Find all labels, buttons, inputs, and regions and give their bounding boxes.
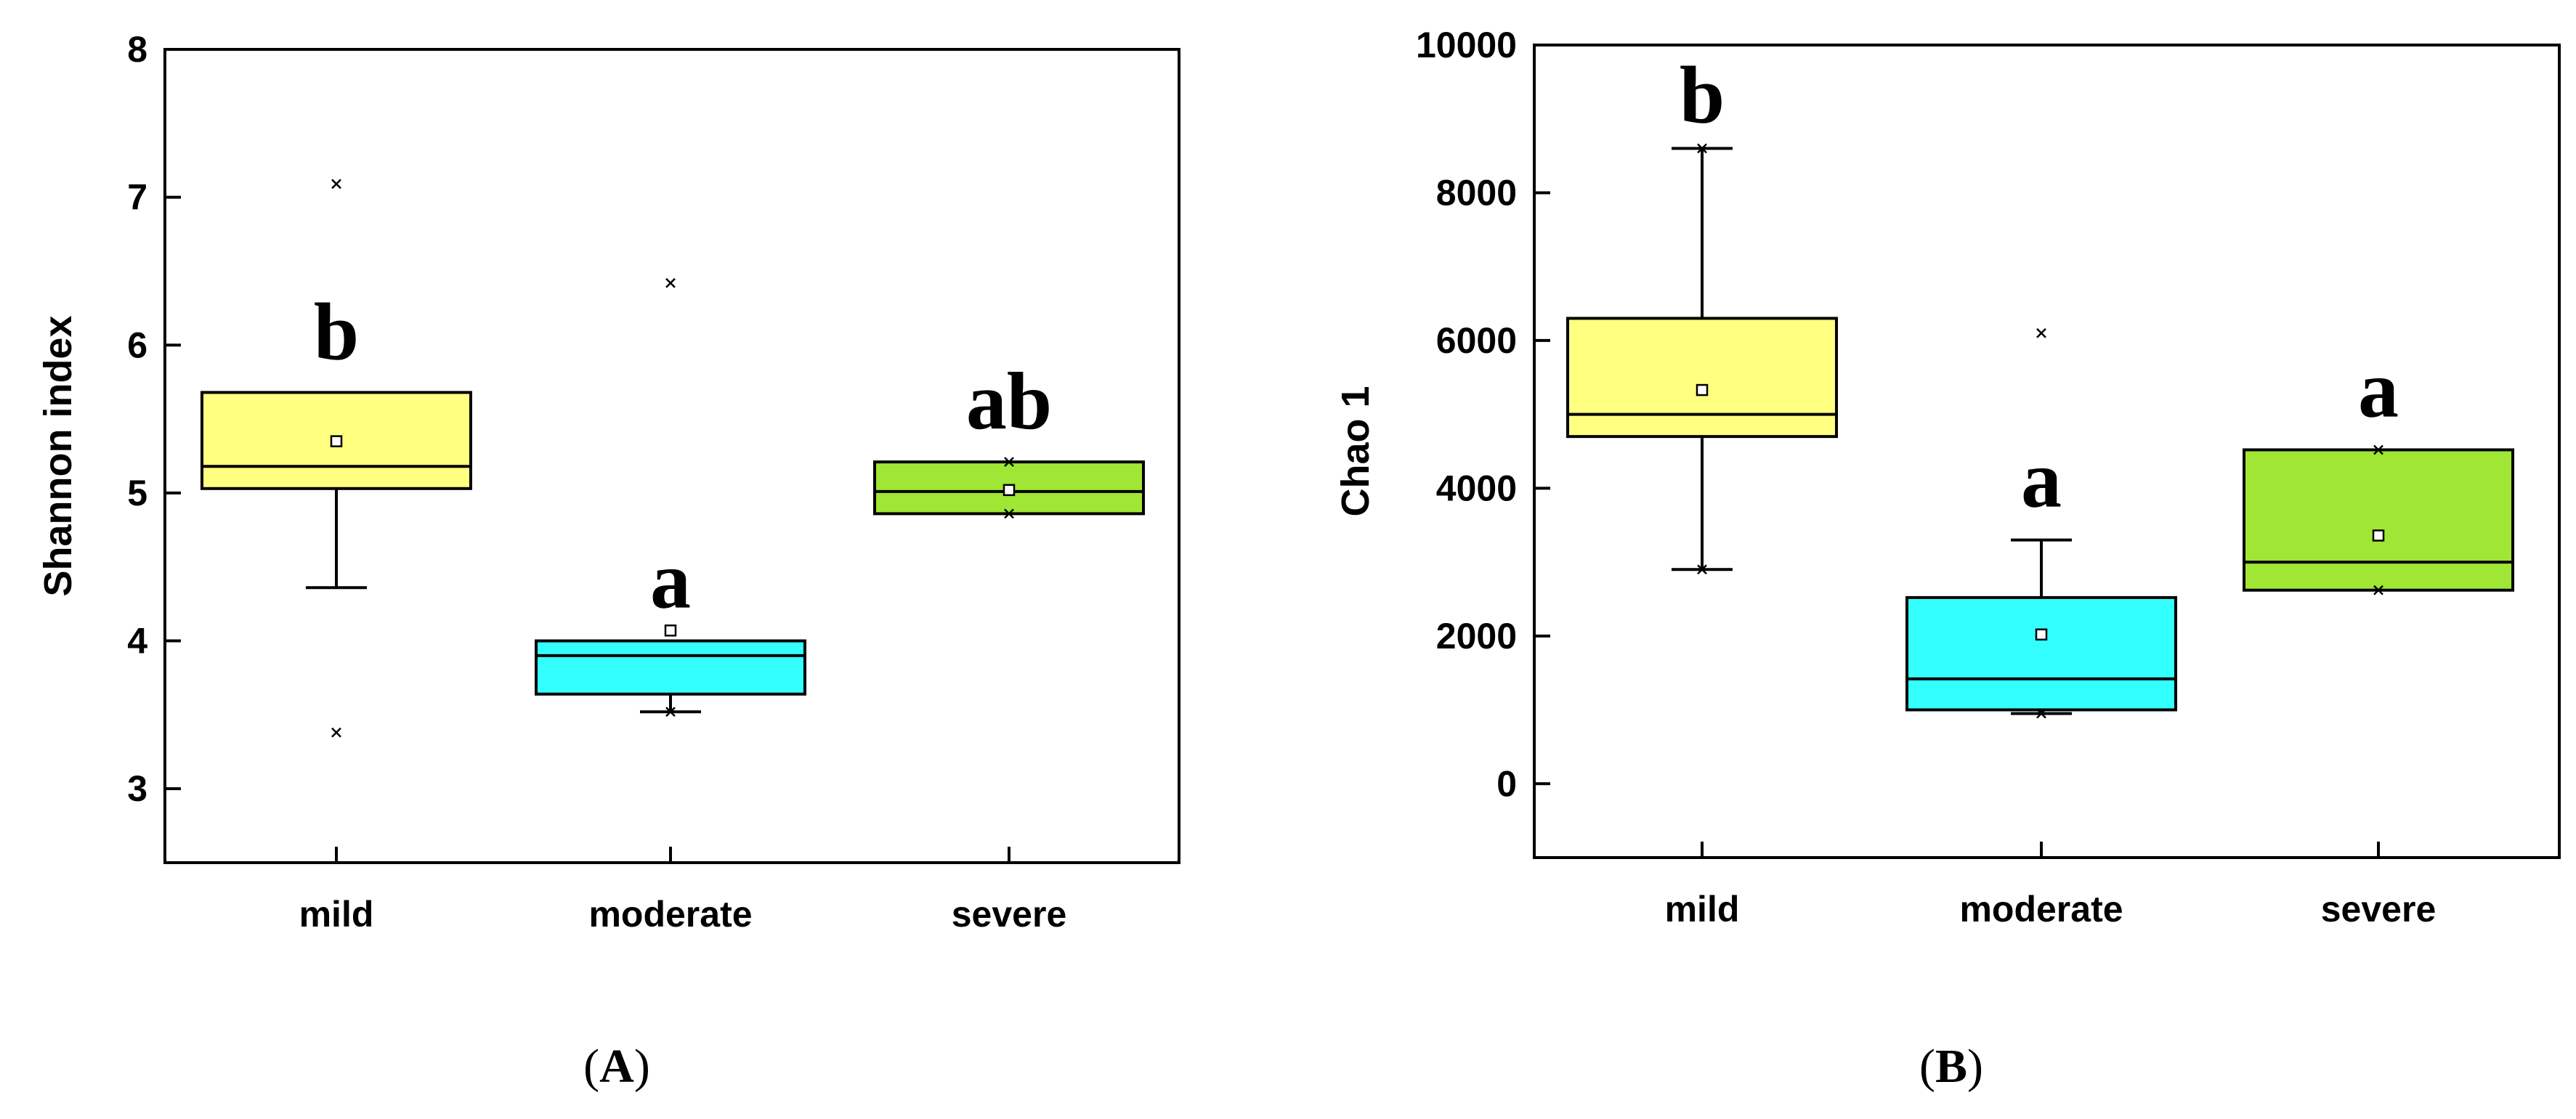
y-tick-label: 0 [1496,763,1517,804]
mean-marker [2035,628,2048,641]
extreme-marker [665,707,676,717]
y-tick-label: 7 [127,177,147,218]
mean-marker [664,624,677,637]
outlier-marker [331,727,341,738]
x-tick-label: severe [2321,889,2437,929]
extreme-marker [2373,585,2383,595]
y-tick-label: 8 [127,29,147,70]
plot-frame [1533,44,2561,859]
y-tick-label: 6 [127,325,147,365]
significance-letter: a [2021,435,2062,525]
significance-letter: ab [966,357,1052,447]
extreme-marker [1697,564,1707,575]
panel-label-letter: B [1935,1040,1967,1093]
significance-letter: a [2358,344,2399,434]
x-tick-label: moderate [1959,889,2123,929]
panel-label: (B) [1919,1040,1983,1093]
significance-letter: b [1680,50,1725,140]
outlier-marker [331,179,341,190]
y-tick-label: 4 [127,621,147,662]
panel-label-open-paren: ( [583,1040,599,1093]
x-tick-label: severe [952,894,1067,935]
panel-label-letter: A [599,1040,634,1093]
box-body [2243,448,2514,592]
extreme-marker [2373,444,2383,455]
mean-marker [330,435,343,447]
panel-label: (A) [583,1040,650,1093]
box-body [1905,595,2177,712]
panel-label-close-paren: ) [634,1040,650,1093]
panel-label-open-paren: ( [1919,1040,1935,1093]
panel-label-close-paren: ) [1967,1040,1983,1093]
box-moderate: a [1905,327,2177,719]
significance-letter: b [314,287,359,377]
y-axis-title: Shannon index [36,315,80,596]
outlier-marker [2036,327,2046,338]
y-tick-label: 10000 [1416,25,1517,65]
box-body [1566,317,1838,439]
extreme-marker [2036,708,2046,719]
y-tick-label: 8000 [1436,172,1517,213]
box-body [535,639,806,696]
x-tick-label: mild [299,894,374,935]
y-tick-label: 4000 [1436,468,1517,508]
y-tick-label: 6000 [1436,320,1517,361]
extreme-marker [1697,143,1707,154]
extreme-marker [1004,457,1014,468]
y-tick-label: 2000 [1436,616,1517,656]
y-axis-title: Chao 1 [1334,386,1377,516]
box-severe: a [2243,344,2514,595]
box-mild: b [201,179,472,738]
box-severe: ab [873,357,1145,519]
box-moderate: a [535,277,806,717]
outlier-marker [665,277,676,288]
y-tick-label: 5 [127,473,147,513]
x-tick-label: moderate [588,894,752,935]
panel-a: 3 4 5 6 7 8 Shannon index mild moderate severe b a a… [36,29,1180,1093]
extreme-marker [1004,508,1014,519]
y-tick-label: 3 [127,768,147,809]
box-mild: b [1566,50,1838,575]
x-tick-label: mild [1665,889,1740,929]
significance-letter: a [650,536,691,626]
mean-marker [1696,383,1709,396]
panel-b: 0 2000 4000 6000 8000 10000 Chao 1 mild moderate… [1334,25,2561,1093]
mean-marker [1003,484,1016,497]
mean-marker [2372,529,2385,542]
